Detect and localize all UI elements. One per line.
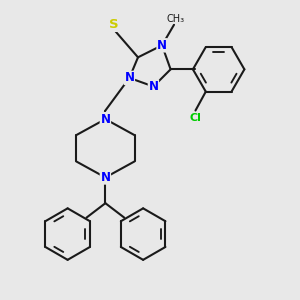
- Text: CH₃: CH₃: [167, 14, 185, 23]
- Text: N: N: [148, 80, 158, 93]
- Text: N: N: [100, 112, 110, 126]
- Text: Cl: Cl: [190, 113, 201, 123]
- Text: N: N: [100, 171, 110, 184]
- Text: N: N: [157, 39, 167, 52]
- Text: N: N: [124, 71, 134, 84]
- Text: S: S: [109, 18, 119, 31]
